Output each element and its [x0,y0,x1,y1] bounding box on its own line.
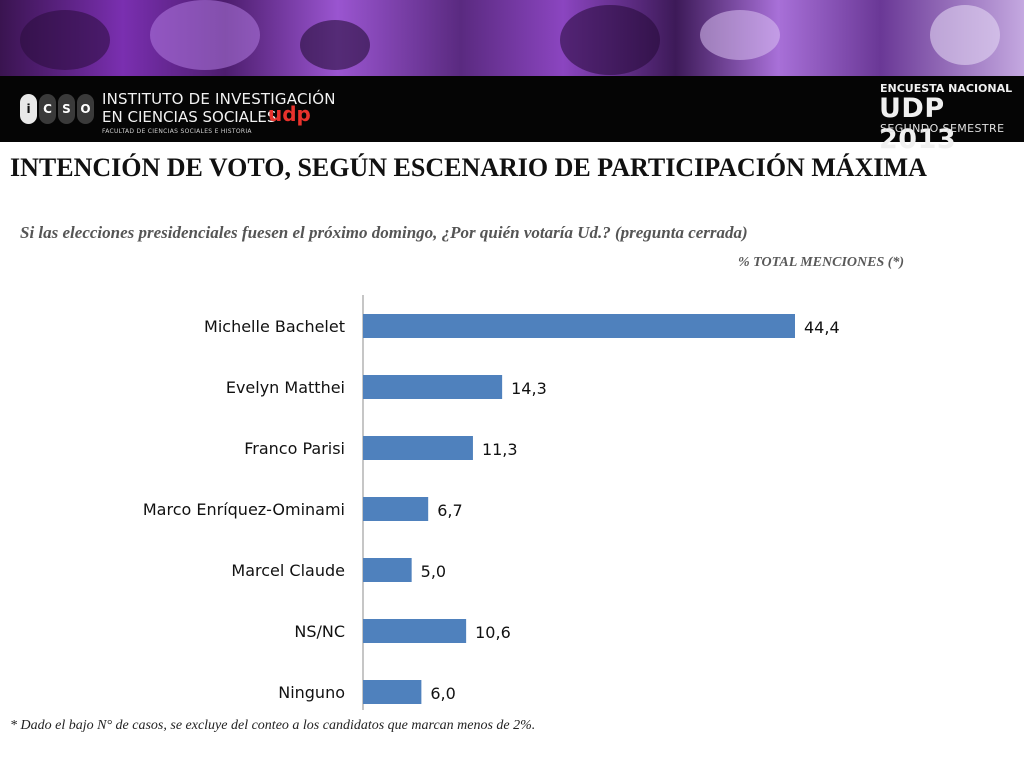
value-label: 10,6 [475,623,511,642]
value-label: 11,3 [482,440,518,459]
survey-semester: SEGUNDO SEMESTRE [880,122,1005,135]
faculty-name: FACULTAD DE CIENCIAS SOCIALES E HISTORIA [102,128,252,135]
bar [363,314,795,338]
category-label: NS/NC [294,622,345,641]
icso-logo: i C S O [20,94,94,124]
bar [363,497,429,521]
logo-letter: S [58,94,75,124]
bar [363,375,503,399]
value-label: 5,0 [421,562,446,581]
logo-letter: i [20,94,37,124]
value-label: 44,4 [804,318,840,337]
category-label: Marco Enríquez-Ominami [143,500,345,519]
category-label: Michelle Bachelet [204,317,345,336]
institute-name-line1: INSTITUTO DE INVESTIGACIÓN [102,90,336,108]
footnote: * Dado el bajo N° de casos, se excluye d… [10,718,536,733]
value-label: 14,3 [511,379,547,398]
survey-year: UDP 2013 [879,93,957,155]
value-label: 6,0 [430,684,455,703]
header-bar: i C S O [0,76,1024,142]
logo-letter: C [39,94,56,124]
header-photo-banner [0,0,1024,76]
category-label: Evelyn Matthei [226,378,345,397]
survey-label: ENCUESTA NACIONAL [880,82,1013,95]
bar-chart: Michelle Bachelet 44,4 Evelyn Matthei 14,3 F… [143,295,840,710]
institute-name-line2: EN CIENCIAS SOCIALES [102,108,277,126]
udp-logo: udp [268,102,311,126]
bar [363,680,422,704]
category-label: Marcel Claude [231,561,345,580]
category-label: Ninguno [278,683,345,702]
bar [363,558,412,582]
bar [363,436,473,460]
page-title: INTENCIÓN DE VOTO, SEGÚN ESCENARIO DE PA… [10,153,927,182]
logo-letter: O [77,94,94,124]
question-text: Si las elecciones presidenciales fuesen … [20,223,748,242]
category-label: Franco Parisi [244,439,345,458]
value-label: 6,7 [437,501,462,520]
unit-label: % TOTAL MENCIONES (*) [738,255,905,270]
bar [363,619,467,643]
